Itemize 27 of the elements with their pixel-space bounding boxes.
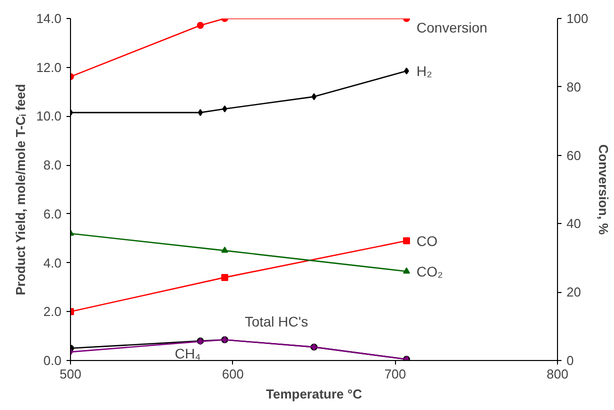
series-label: CH₄ bbox=[174, 346, 201, 362]
x-tick-label: 600 bbox=[222, 366, 244, 382]
y2-tick-label: 80 bbox=[566, 79, 581, 94]
y-tick-label: 14.0 bbox=[36, 11, 62, 26]
y2-tick-label: 0 bbox=[566, 353, 574, 368]
series-label: H₂ bbox=[416, 63, 432, 80]
y2-tick-label: 100 bbox=[566, 11, 588, 26]
y-tick-label: 4.0 bbox=[43, 255, 62, 270]
y-tick-label: 10.0 bbox=[36, 108, 62, 124]
y2-tick-label: 20 bbox=[566, 284, 581, 300]
y-tick-label: 0.0 bbox=[43, 353, 62, 368]
series-label: Conversion bbox=[416, 20, 488, 36]
y2-axis-title: Conversion, % bbox=[596, 144, 612, 236]
y-tick-label: 12.0 bbox=[36, 60, 62, 75]
x-tick-label: 500 bbox=[60, 366, 82, 382]
series-label: CO bbox=[416, 232, 438, 249]
y2-tick-label: 60 bbox=[566, 148, 581, 163]
y-tick-label: 6.0 bbox=[43, 206, 62, 222]
x-tick-label: 800 bbox=[546, 366, 568, 382]
series-label: CO₂ bbox=[416, 263, 443, 280]
y-axis-title: Product Yield, mole/mole T-Cᵢ feed bbox=[13, 84, 28, 296]
y-tick-label: 8.0 bbox=[43, 158, 62, 173]
x-tick-label: 700 bbox=[384, 366, 406, 382]
series-label: Total HC's bbox=[244, 314, 308, 330]
y2-tick-label: 40 bbox=[566, 216, 581, 232]
x-axis-title: Temperature °C bbox=[266, 386, 363, 402]
y-tick-label: 2.0 bbox=[43, 304, 62, 320]
